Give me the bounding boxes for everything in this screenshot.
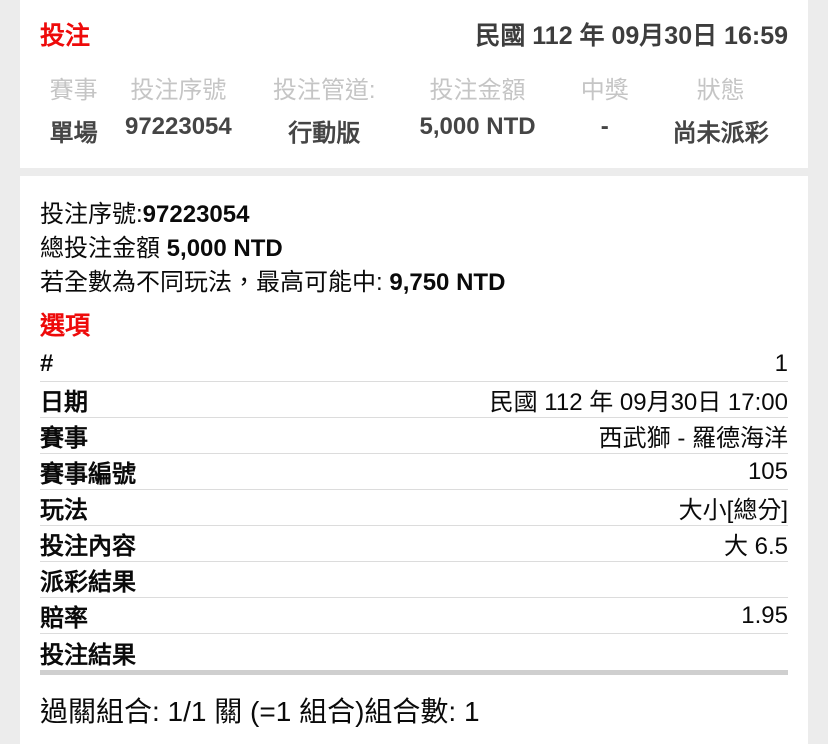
option-label: 日期 <box>40 389 88 416</box>
option-label: 投注結果 <box>40 641 136 669</box>
summary-header-bet-channel: 投注管道: <box>272 77 376 104</box>
option-label: 賽事編號 <box>40 461 136 488</box>
summary-header-status: 狀態 <box>696 77 745 104</box>
options-bottom-divider <box>40 670 788 675</box>
option-value: 105 <box>747 457 788 485</box>
option-row-event-number: 賽事編號 105 <box>40 454 788 490</box>
option-value: 大小[總分] <box>678 497 788 524</box>
option-row-payout-result: 派彩結果 <box>40 562 788 598</box>
summary-header-winning: 中獎 <box>580 77 629 104</box>
option-row-date: 日期 民國 112 年 09月30日 17:00 <box>40 382 788 418</box>
summary-header-bet-serial: 投注序號 <box>130 77 227 104</box>
options-table: # 1 日期 民國 112 年 09月30日 17:00 賽事 西武獅 - 羅德… <box>40 346 788 670</box>
record-datetime: 民國 112 年 09月30日 16:59 <box>475 22 788 50</box>
option-label: 賠率 <box>40 605 88 632</box>
page-title: 投注 <box>40 22 91 50</box>
summary-value-bet-channel: 行動版 <box>288 120 361 147</box>
option-row-bet-result: 投注結果 <box>40 634 788 670</box>
option-label: 賽事 <box>40 425 88 452</box>
detail-serial-value: 97223054 <box>142 201 250 228</box>
summary-value-status: 尚未派彩 <box>672 120 769 147</box>
summary-value-event-type: 單場 <box>49 120 98 147</box>
option-row-play-type: 玩法 大小[總分] <box>40 490 788 526</box>
bet-summary-card: 投注 民國 112 年 09月30日 16:59 賽事 投注序號 投注管道: 投… <box>20 0 808 168</box>
detail-serial-label: 投注序號: <box>40 201 143 228</box>
option-value: 1 <box>774 349 788 377</box>
option-label: 投注內容 <box>40 533 136 560</box>
detail-maxwin-value: 9,750 NTD <box>389 269 506 296</box>
summary-value-winning: - <box>600 113 609 140</box>
option-label: 玩法 <box>40 497 88 524</box>
summary-header-event-type: 賽事 <box>49 77 98 104</box>
detail-serial-line: 投注序號:97223054 <box>40 198 788 232</box>
card-gap-divider <box>0 168 828 176</box>
detail-total-value: 5,000 NTD <box>166 235 283 262</box>
summary-header-bet-amount: 投注金額 <box>429 77 526 104</box>
parlay-combo-summary: 過關組合: 1/1 關 (=1 組合)組合數: 1 <box>40 696 480 727</box>
summary-table: 賽事 投注序號 投注管道: 投注金額 中獎 狀態 單場 97223054 行動版… <box>40 70 788 148</box>
summary-header-row: 賽事 投注序號 投注管道: 投注金額 中獎 狀態 <box>40 70 788 113</box>
option-label: 派彩結果 <box>40 569 136 596</box>
summary-title-row: 投注 民國 112 年 09月30日 16:59 <box>40 16 788 52</box>
detail-total-line: 總投注金額 5,000 NTD <box>40 232 788 266</box>
option-row-bet-content: 投注內容 大 6.5 <box>40 526 788 562</box>
summary-value-bet-serial: 97223054 <box>124 113 232 140</box>
option-value: 西武獅 - 羅德海洋 <box>598 425 788 452</box>
options-section-title: 選項 <box>40 312 91 340</box>
option-row-odds: 賠率 1.95 <box>40 598 788 634</box>
option-value: 大 6.5 <box>723 533 788 560</box>
option-label: # <box>40 349 54 377</box>
option-row-event: 賽事 西武獅 - 羅德海洋 <box>40 418 788 454</box>
option-value: 1.95 <box>741 601 788 629</box>
option-value: 民國 112 年 09月30日 17:00 <box>489 389 788 416</box>
summary-value-bet-amount: 5,000 NTD <box>419 113 536 140</box>
detail-total-label: 總投注金額 <box>40 235 167 262</box>
option-row-number: # 1 <box>40 346 788 382</box>
detail-maxwin-line: 若全數為不同玩法，最高可能中: 9,750 NTD <box>40 266 788 300</box>
summary-value-row: 單場 97223054 行動版 5,000 NTD - 尚未派彩 <box>40 113 788 148</box>
detail-maxwin-label: 若全數為不同玩法，最高可能中: <box>40 269 390 296</box>
bet-detail-card: 投注序號:97223054 總投注金額 5,000 NTD 若全數為不同玩法，最… <box>20 176 808 744</box>
